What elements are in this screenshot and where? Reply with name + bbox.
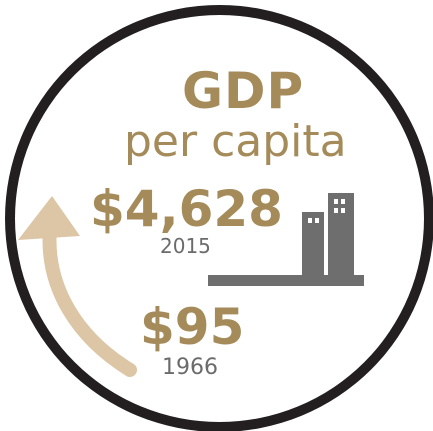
year-1966: 1966 (162, 355, 218, 380)
buildings-icon (208, 193, 364, 286)
gdp-value-1966: $95 (140, 298, 245, 356)
curved-up-arrow-icon (18, 196, 137, 377)
title-per-capita: per capita (124, 116, 347, 167)
circle-frame (5, 5, 433, 431)
year-2015: 2015 (160, 234, 211, 258)
gdp-value-2015: $4,628 (90, 180, 283, 238)
title-gdp: GDP (182, 62, 305, 120)
